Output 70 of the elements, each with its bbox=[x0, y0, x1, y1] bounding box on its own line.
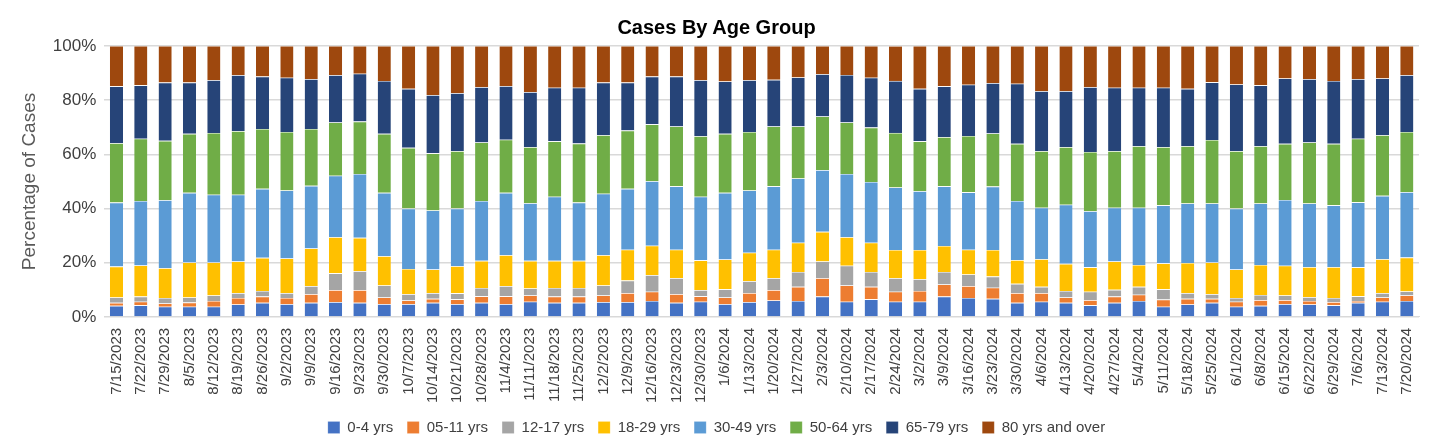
x-tick-label: 7/29/2023 bbox=[155, 327, 173, 395]
x-tick-label: 7/20/2024 bbox=[1396, 327, 1414, 395]
x-tick-label: 5/11/2024 bbox=[1153, 327, 1171, 394]
x-tick-label: 9/30/2023 bbox=[374, 327, 392, 395]
x-tick-label: 3/23/2024 bbox=[983, 327, 1001, 395]
x-tick-label: 10/7/2023 bbox=[398, 327, 416, 395]
x-tick-label: 11/18/2023 bbox=[544, 327, 562, 402]
x-tick-label: 4/13/2024 bbox=[1056, 327, 1074, 395]
x-tick-label: 11/25/2023 bbox=[569, 327, 587, 402]
x-tick-label: 7/13/2024 bbox=[1372, 327, 1390, 395]
x-tick-label: 6/1/2024 bbox=[1226, 327, 1244, 387]
x-tick-label: 8/5/2023 bbox=[179, 327, 197, 387]
x-tick-label: 1/27/2024 bbox=[788, 327, 806, 395]
x-tick-label: 10/28/2023 bbox=[471, 327, 489, 403]
x-tick-label: 6/15/2024 bbox=[1275, 327, 1293, 395]
x-tick-label: 3/30/2024 bbox=[1007, 327, 1025, 395]
legend-label: 65-79 yrs bbox=[905, 417, 969, 435]
x-tick-label: 2/17/2024 bbox=[861, 327, 879, 395]
x-tick-label: 6/29/2024 bbox=[1323, 327, 1341, 395]
x-tick-label: 2/3/2024 bbox=[812, 327, 830, 387]
y-tick-label: 0% bbox=[71, 306, 97, 326]
x-tick-label: 5/25/2024 bbox=[1202, 327, 1220, 395]
y-tick-label: 80% bbox=[62, 89, 97, 109]
y-tick-label: 60% bbox=[62, 144, 97, 164]
x-tick-label: 11/4/2023 bbox=[496, 327, 514, 394]
y-tick-label: 40% bbox=[62, 198, 97, 218]
x-tick-label: 8/26/2023 bbox=[252, 327, 270, 395]
legend-label: 12-17 yrs bbox=[521, 417, 585, 435]
x-tick-label: 7/22/2023 bbox=[130, 327, 148, 395]
legend-label: 80 yrs and over bbox=[1001, 417, 1106, 435]
legend-label: 05-11 yrs bbox=[426, 417, 489, 435]
x-tick-label: 2/24/2024 bbox=[885, 327, 903, 395]
x-tick-label: 8/12/2023 bbox=[203, 327, 221, 395]
x-tick-label: 12/16/2023 bbox=[642, 327, 660, 403]
x-tick-label: 7/15/2023 bbox=[106, 327, 124, 395]
x-tick-label: 9/9/2023 bbox=[301, 327, 319, 387]
x-tick-label: 9/2/2023 bbox=[277, 327, 295, 387]
legend-label: 18-29 yrs bbox=[617, 417, 681, 435]
x-tick-label: 2/10/2024 bbox=[836, 327, 854, 395]
x-tick-label: 9/23/2023 bbox=[350, 327, 368, 395]
legend-label: 30-49 yrs bbox=[713, 417, 777, 435]
x-tick-label: 6/8/2024 bbox=[1250, 327, 1268, 387]
x-tick-label: 1/20/2024 bbox=[763, 327, 781, 395]
x-tick-label: 1/6/2024 bbox=[715, 327, 733, 387]
x-tick-label: 12/2/2023 bbox=[593, 327, 611, 395]
x-tick-label: 6/22/2024 bbox=[1299, 327, 1317, 395]
y-tick-label: 100% bbox=[52, 35, 97, 55]
x-tick-label: 10/14/2023 bbox=[423, 327, 441, 403]
x-tick-label: 9/16/2023 bbox=[325, 327, 343, 395]
x-tick-label: 7/6/2024 bbox=[1348, 327, 1366, 387]
x-tick-label: 3/16/2024 bbox=[958, 327, 976, 395]
x-tick-label: 12/23/2023 bbox=[666, 327, 684, 403]
x-tick-label: 1/13/2024 bbox=[739, 327, 757, 395]
legend-label: 0-4 yrs bbox=[347, 417, 394, 435]
x-tick-label: 12/9/2023 bbox=[617, 327, 635, 395]
x-tick-label: 5/4/2024 bbox=[1129, 327, 1147, 387]
x-tick-label: 3/2/2024 bbox=[910, 327, 928, 387]
x-tick-label: 10/21/2023 bbox=[447, 327, 465, 403]
x-tick-label: 11/11/2023 bbox=[520, 327, 538, 401]
x-tick-label: 4/20/2024 bbox=[1080, 327, 1098, 395]
y-axis-title: Percentage of Cases bbox=[17, 92, 39, 271]
x-tick-label: 3/9/2024 bbox=[934, 327, 952, 387]
x-tick-label: 4/6/2024 bbox=[1031, 327, 1049, 387]
x-tick-label: 5/18/2024 bbox=[1177, 327, 1195, 395]
chart-title: Cases By Age Group bbox=[617, 15, 816, 38]
x-tick-label: 12/30/2023 bbox=[690, 327, 708, 403]
y-tick-label: 20% bbox=[62, 252, 97, 272]
legend-label: 50-64 yrs bbox=[809, 417, 873, 435]
x-tick-label: 8/19/2023 bbox=[228, 327, 246, 395]
x-tick-label: 4/27/2024 bbox=[1104, 327, 1122, 395]
